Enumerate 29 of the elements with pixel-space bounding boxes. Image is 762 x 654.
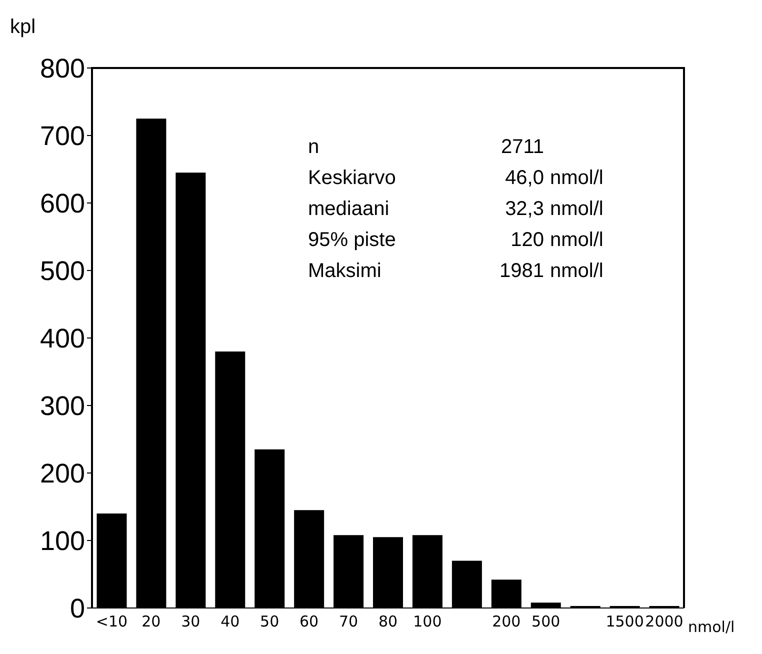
x-tick-label: 40 (220, 612, 240, 631)
x-tick-label: 1500 (606, 612, 644, 631)
x-tick-label: 30 (181, 612, 200, 631)
y-tick-label: 0 (70, 594, 85, 624)
text: Maksimi 1981 nmol/l (308, 260, 604, 282)
y-tick-label: 200 (40, 458, 85, 489)
y-tick-label: 700 (40, 121, 85, 152)
x-axis-title: nmol/l (688, 618, 735, 636)
x-tick-label: 500 (532, 612, 560, 631)
x-tick-label: 70 (338, 612, 358, 631)
y-tick-label: 300 (40, 391, 85, 422)
y-tick-label: 100 (40, 526, 85, 556)
x-tick-label: <10 (96, 612, 128, 631)
y-axis-title: kpl (10, 16, 36, 39)
y-tick-label: 600 (40, 188, 85, 219)
text: 95% piste 120 nmol/l (308, 229, 604, 251)
text: mediaani 32,3 nmol/l (308, 198, 604, 220)
text: n 2711 (308, 136, 544, 158)
text: Keskiarvo 46,0 nmol/l (308, 167, 604, 189)
x-tick-label: 50 (260, 612, 280, 631)
y-tick-label: 500 (40, 256, 85, 286)
x-tick-label: 80 (378, 612, 398, 631)
x-tick-label: 20 (142, 612, 161, 631)
x-tick-label: 200 (492, 612, 521, 631)
y-tick-label: 800 (40, 54, 85, 84)
x-tick-label: 60 (300, 612, 319, 631)
y-tick-label: 400 (40, 324, 85, 354)
x-tick-label: 2000 (645, 612, 684, 631)
x-tick-label: 100 (413, 612, 442, 631)
